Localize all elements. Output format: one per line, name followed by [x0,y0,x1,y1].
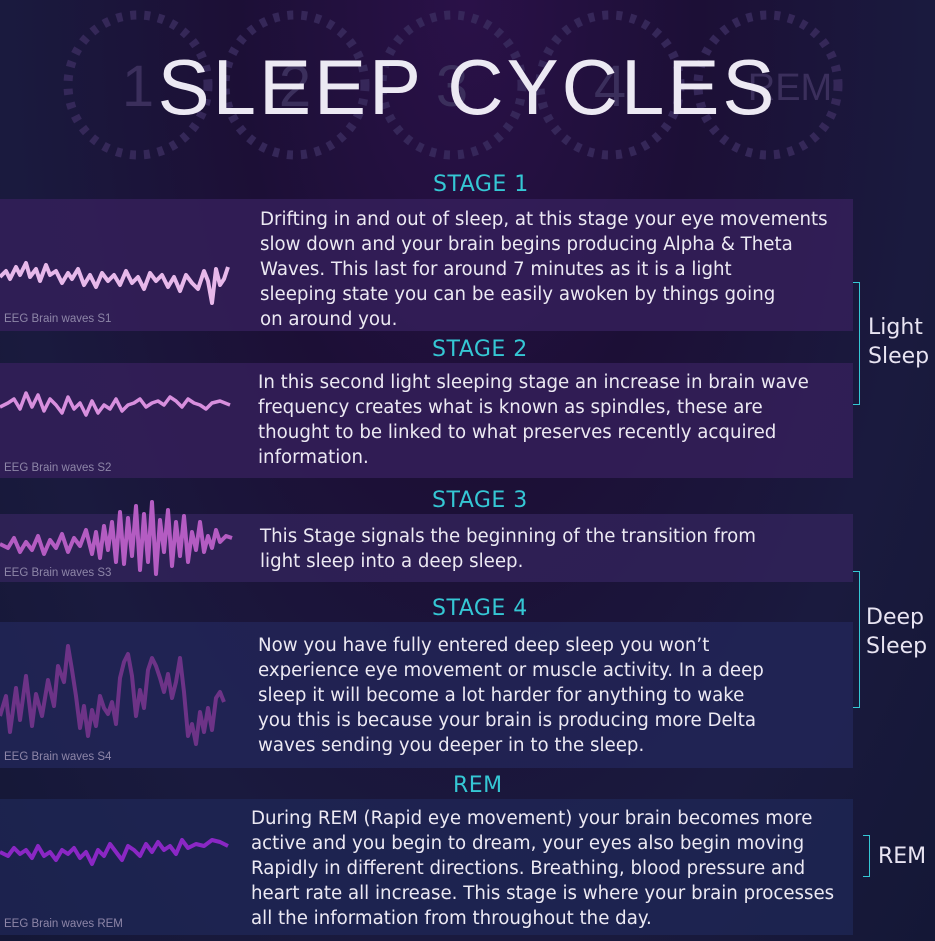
cycle-number-3: 3 [436,54,468,119]
eeg-label-s2: EEG Brain waves S2 [4,462,112,474]
light-sleep-label: Light Sleep [868,315,930,369]
stage-3-heading: STAGE 3 [432,488,528,513]
rem-bracket [863,835,870,877]
rem-heading: REM [453,773,503,798]
cycle-circle-2 [220,10,370,160]
cycle-circle-3 [377,10,527,160]
cycle-circle-4 [535,10,685,160]
deep-sleep-bracket [853,571,860,708]
eeg-wave-s4 [0,644,226,746]
eeg-wave-s3 [0,500,233,576]
stage-1-heading: STAGE 1 [433,172,529,197]
page-title: SLEEP CYCLES [157,43,778,131]
cycle-number-1: 1 [122,54,154,119]
cycle-circle-1 [63,10,213,160]
stage-2-heading: STAGE 2 [432,337,528,362]
cycle-number-2: 2 [279,54,311,119]
light-sleep-bracket [853,282,860,405]
eeg-wave-rem [0,838,229,866]
stage-3-description: This Stage signals the beginning of the … [260,526,756,572]
eeg-wave-s1 [0,261,230,305]
deep-sleep-label: Deep Sleep [866,605,928,659]
eeg-wave-s2 [0,391,231,417]
rem-description: During REM (Rapid eye movement) your bra… [251,808,835,929]
cycle-circle-rem [693,10,843,160]
cycle-number-4: 4 [594,54,626,119]
eeg-label-s4: EEG Brain waves S4 [4,751,112,763]
rem-panel [0,799,853,935]
cycle-circles-decoration: 1 2 3 4 REM [63,10,843,160]
eeg-label-s3: EEG Brain waves S3 [4,567,112,579]
stage-2-panel [0,363,853,478]
stage-1-description: Drifting in and out of sleep, at this st… [260,209,828,330]
eeg-label-s1: EEG Brain waves S1 [4,313,112,325]
eeg-label-rem: EEG Brain waves REM [4,918,123,930]
stage-1-panel [0,199,853,331]
cycle-number-rem: REM [748,67,832,109]
rem-group-label: REM [878,844,927,869]
stage-4-heading: STAGE 4 [432,596,528,621]
stage-2-description: In this second light sleeping stage an i… [258,372,809,468]
stage-4-description: Now you have fully entered deep sleep yo… [258,635,764,756]
